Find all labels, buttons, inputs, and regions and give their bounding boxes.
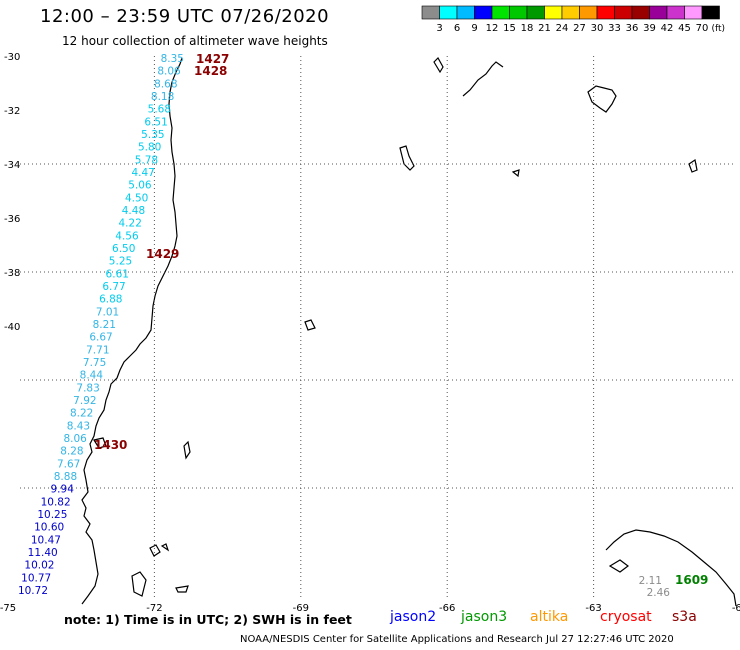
wave-height-value: 8.44 xyxy=(80,370,104,382)
colorbar-tick-label: 36 xyxy=(626,23,639,34)
wave-height-value: 8.21 xyxy=(93,319,116,331)
wave-height-value: 9.94 xyxy=(51,484,75,496)
wave-height-value: 7.01 xyxy=(96,306,119,318)
wave-height-value: 7.67 xyxy=(57,458,80,470)
colorbar-tick-label: 27 xyxy=(573,23,586,34)
wave-height-value: 10.77 xyxy=(21,572,51,584)
longitude-label: -69 xyxy=(293,603,309,614)
wave-height-value: 10.72 xyxy=(18,585,48,597)
longitude-label: -72 xyxy=(146,603,162,614)
wave-height-value: 7.71 xyxy=(86,344,109,356)
colorbar-tick-label: 33 xyxy=(608,23,621,34)
latitude-label: -38 xyxy=(4,268,20,279)
colorbar-tick-label: 30 xyxy=(591,23,604,34)
wave-height-value: 10.47 xyxy=(31,534,61,546)
satellite-legend-jason3: jason3 xyxy=(461,609,508,625)
page-title: 12:00 – 23:59 UTC 07/26/2020 xyxy=(40,6,330,27)
latitude-label: -30 xyxy=(4,52,20,63)
colorbar-tick-label: 24 xyxy=(556,23,569,34)
pass-time-label: 1430 xyxy=(94,438,127,452)
wave-height-value: 7.92 xyxy=(73,395,96,407)
wave-height-value: 5.25 xyxy=(109,256,132,268)
colorbar-tick-label: 70 xyxy=(696,23,709,34)
latitude-label: -36 xyxy=(4,214,20,225)
wave-height-value: 5.80 xyxy=(138,142,161,154)
latitude-label: -34 xyxy=(4,160,20,171)
wave-height-value: 8.18 xyxy=(151,91,174,103)
pass-time-label: 1427 xyxy=(196,52,229,66)
colorbar-tick-label: 45 xyxy=(678,23,691,34)
colorbar-tick-label: 9 xyxy=(471,23,477,34)
satellite-legend-cryosat: cryosat xyxy=(600,609,652,625)
wave-height-value: 5.78 xyxy=(135,154,158,166)
wave-height-value: 5.35 xyxy=(141,129,164,141)
colorbar-tick-label: 42 xyxy=(661,23,674,34)
wave-height-value: 8.06 xyxy=(157,66,181,78)
satellite-legend-jason2: jason2 xyxy=(390,609,437,625)
satellite-legend-s3a: s3a xyxy=(672,609,697,625)
wave-height-value: 4.48 xyxy=(122,205,145,217)
wave-height-value: 8.88 xyxy=(54,471,77,483)
longitude-label: -63 xyxy=(585,603,601,614)
colorbar-tick-label: 3 xyxy=(436,23,442,34)
colorbar-tick-label: 39 xyxy=(643,23,656,34)
longitude-label: -60 xyxy=(732,603,740,614)
wave-height-value: 4.22 xyxy=(119,218,142,230)
wave-height-value: 11.40 xyxy=(28,547,58,559)
wave-height-value: 5.68 xyxy=(148,104,171,116)
colorbar-unit: (ft) xyxy=(712,24,726,34)
colorbar-tick-label: 6 xyxy=(454,23,460,34)
wave-height-value: 8.35 xyxy=(161,53,184,65)
wave-height-value: 8.43 xyxy=(67,420,90,432)
wave-height-value: 2.46 xyxy=(647,587,671,599)
wave-height-value: 2.11 xyxy=(639,575,662,587)
wave-height-value: 8.28 xyxy=(60,446,83,458)
wave-height-value: 6.67 xyxy=(89,332,112,344)
longitude-label: -66 xyxy=(439,603,455,614)
wave-height-value: 10.82 xyxy=(41,496,71,508)
wave-height-value: 10.60 xyxy=(34,522,64,534)
pass-time-label: 1428 xyxy=(194,64,227,78)
colorbar-tick-label: 15 xyxy=(503,23,516,34)
colorbar-legend: 3 6 9 12 15 18 21 24 27 30 33 36 39 42 45 70 (ft) xyxy=(421,5,726,34)
colorbar-swatch xyxy=(701,5,720,20)
latitude-label: -32 xyxy=(4,106,20,117)
wave-height-value: 6.61 xyxy=(106,268,129,280)
page-subtitle: 12 hour collection of altimeter wave hei… xyxy=(62,34,328,48)
pass-time-label: 1609 xyxy=(675,573,708,587)
pass-time-label: 1429 xyxy=(146,247,179,261)
wave-height-value: 10.25 xyxy=(37,509,67,521)
wave-height-value: 8.22 xyxy=(70,408,93,420)
longitude-label: -75 xyxy=(0,603,16,614)
colorbar-tick-label: 18 xyxy=(521,23,534,34)
wave-height-value: 6.88 xyxy=(99,294,122,306)
colorbar-tick-label: 21 xyxy=(538,23,551,34)
satellite-legend-altika: altika xyxy=(530,609,569,625)
wave-height-value: 4.50 xyxy=(125,192,148,204)
wave-height-value: 10.02 xyxy=(24,560,54,572)
wave-height-value: 8.06 xyxy=(63,433,87,445)
wave-height-value: 6.51 xyxy=(144,116,167,128)
coastline xyxy=(81,57,737,607)
footer-note: note: 1) Time is in UTC; 2) SWH is in fe… xyxy=(64,612,352,627)
footer-credit: NOAA/NESDIS Center for Satellite Applica… xyxy=(240,634,674,645)
wave-height-map: -30 -32 -34 -36 -38 -40 -75 -72 -69 -66 -63 -60 8.35… xyxy=(0,52,740,614)
wave-height-value: 6.77 xyxy=(102,281,125,293)
wave-height-value: 8.68 xyxy=(154,78,177,90)
wave-height-value: 6.50 xyxy=(112,243,135,255)
latitude-label: -40 xyxy=(4,322,20,333)
wave-height-value: 7.83 xyxy=(76,382,99,394)
wave-height-value: 7.75 xyxy=(83,357,106,369)
wave-height-value: 4.56 xyxy=(115,230,139,242)
wave-height-value: 5.06 xyxy=(128,180,152,192)
colorbar-tick-label: 12 xyxy=(486,23,499,34)
wave-height-value: 4.47 xyxy=(131,167,154,179)
